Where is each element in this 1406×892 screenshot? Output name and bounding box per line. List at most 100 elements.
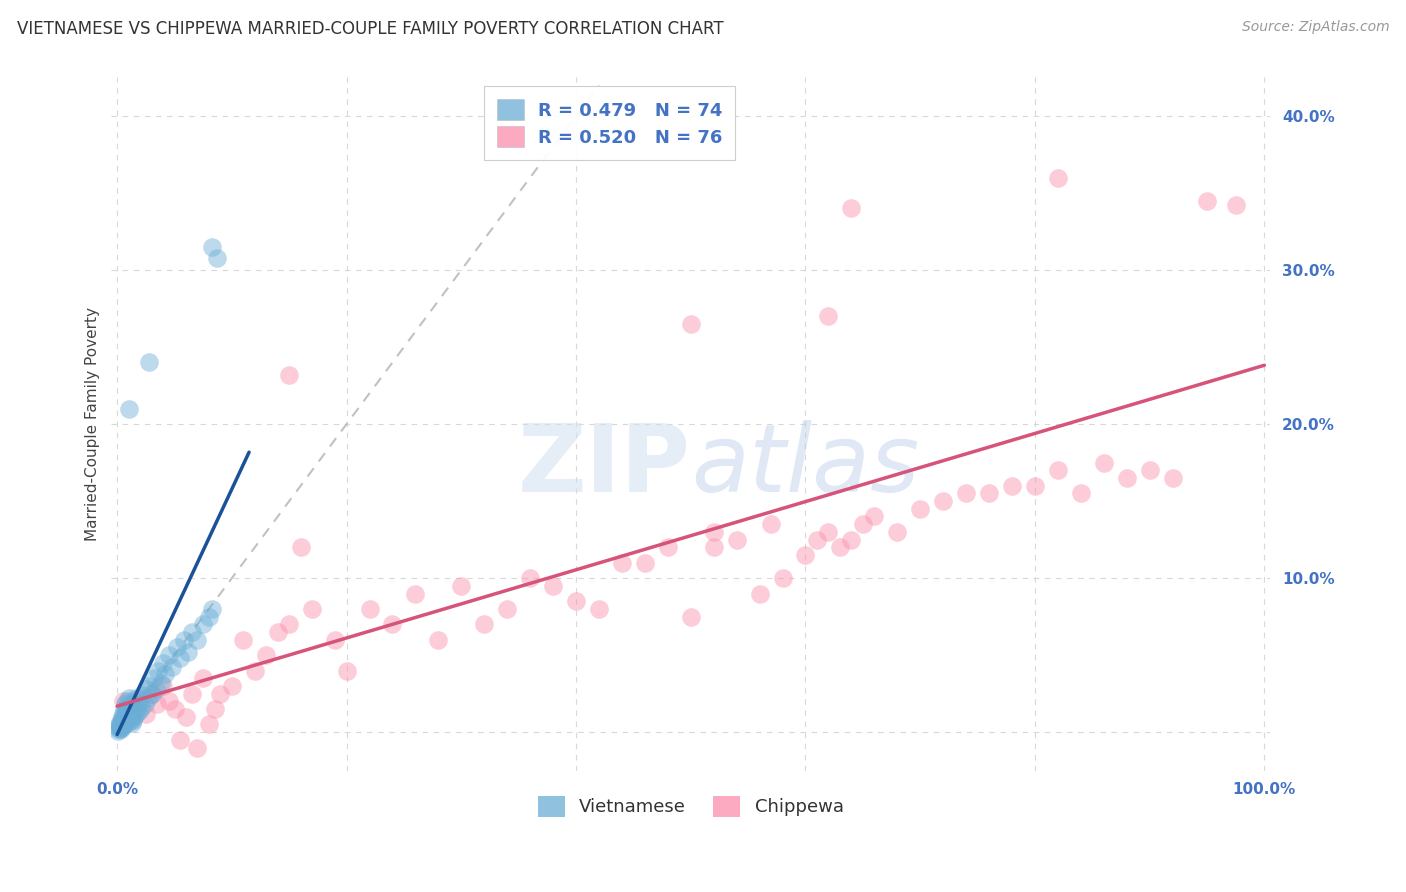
Point — [114, 706, 136, 721]
Point — [1225, 198, 1247, 212]
Point — [254, 648, 277, 662]
Point — [193, 671, 215, 685]
Point — [204, 702, 226, 716]
Point — [180, 687, 202, 701]
Point — [1024, 478, 1046, 492]
Point — [359, 602, 381, 616]
Point — [110, 715, 132, 730]
Point — [852, 517, 875, 532]
Point — [588, 602, 610, 616]
Point — [111, 710, 134, 724]
Point — [679, 317, 702, 331]
Point — [173, 632, 195, 647]
Point — [142, 671, 165, 685]
Point — [120, 698, 142, 713]
Point — [180, 625, 202, 640]
Point — [114, 714, 136, 729]
Point — [121, 705, 143, 719]
Point — [125, 702, 148, 716]
Point — [115, 717, 138, 731]
Point — [111, 694, 134, 708]
Point — [127, 698, 149, 712]
Text: VIETNAMESE VS CHIPPEWA MARRIED-COUPLE FAMILY POVERTY CORRELATION CHART: VIETNAMESE VS CHIPPEWA MARRIED-COUPLE FA… — [17, 20, 724, 37]
Point — [110, 713, 132, 727]
Point — [160, 660, 183, 674]
Point — [193, 617, 215, 632]
Point — [108, 722, 131, 736]
Point — [145, 681, 167, 696]
Point — [886, 524, 908, 539]
Point — [120, 711, 142, 725]
Text: Source: ZipAtlas.com: Source: ZipAtlas.com — [1241, 20, 1389, 34]
Point — [748, 586, 770, 600]
Point — [381, 617, 404, 632]
Point — [135, 706, 157, 721]
Point — [117, 698, 139, 712]
Point — [427, 632, 450, 647]
Point — [155, 666, 177, 681]
Point — [404, 586, 426, 600]
Point — [135, 681, 157, 696]
Point — [932, 494, 955, 508]
Point — [122, 713, 145, 727]
Y-axis label: Married-Couple Family Poverty: Married-Couple Family Poverty — [86, 307, 100, 541]
Point — [278, 368, 301, 382]
Point — [519, 571, 541, 585]
Point — [124, 702, 146, 716]
Point — [1139, 463, 1161, 477]
Point — [146, 698, 169, 712]
Point — [129, 694, 152, 708]
Point — [166, 640, 188, 655]
Point — [117, 705, 139, 719]
Point — [117, 694, 139, 708]
Point — [290, 541, 312, 555]
Point — [117, 691, 139, 706]
Point — [111, 713, 134, 727]
Point — [169, 651, 191, 665]
Point — [108, 719, 131, 733]
Point — [124, 694, 146, 708]
Point — [1115, 471, 1137, 485]
Text: ZIP: ZIP — [517, 419, 690, 512]
Point — [111, 706, 134, 721]
Point — [186, 740, 208, 755]
Point — [141, 687, 163, 701]
Point — [121, 715, 143, 730]
Point — [112, 702, 135, 716]
Point — [138, 679, 160, 693]
Point — [157, 648, 180, 662]
Point — [117, 401, 139, 416]
Point — [138, 355, 160, 369]
Point — [1070, 486, 1092, 500]
Point — [759, 517, 782, 532]
Point — [772, 571, 794, 585]
Point — [828, 541, 851, 555]
Point — [174, 710, 197, 724]
Point — [115, 700, 138, 714]
Point — [129, 691, 152, 706]
Point — [1195, 194, 1218, 208]
Point — [152, 656, 174, 670]
Point — [110, 722, 132, 736]
Point — [565, 594, 588, 608]
Point — [124, 691, 146, 706]
Point — [267, 625, 290, 640]
Point — [1161, 471, 1184, 485]
Point — [110, 721, 132, 735]
Point — [209, 687, 232, 701]
Point — [198, 609, 221, 624]
Point — [201, 240, 224, 254]
Point — [205, 251, 228, 265]
Point — [131, 688, 153, 702]
Point — [198, 717, 221, 731]
Point — [908, 501, 931, 516]
Point — [111, 717, 134, 731]
Point — [122, 698, 145, 712]
Point — [129, 700, 152, 714]
Point — [115, 708, 138, 723]
Point — [232, 632, 254, 647]
Point — [149, 676, 172, 690]
Point — [450, 579, 472, 593]
Point — [169, 732, 191, 747]
Point — [977, 486, 1000, 500]
